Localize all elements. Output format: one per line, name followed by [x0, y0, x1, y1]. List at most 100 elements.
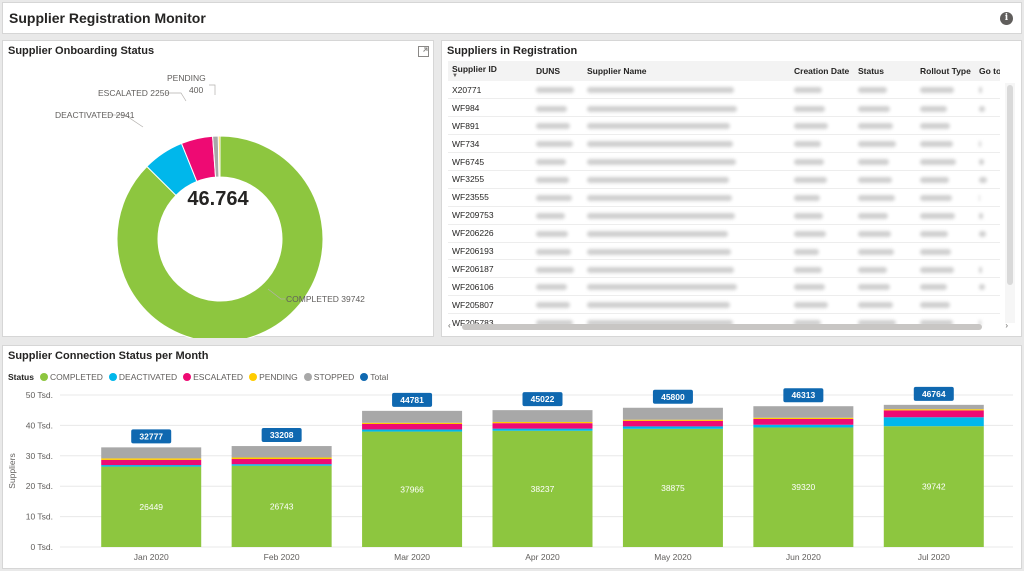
- table-row[interactable]: WF984: [448, 98, 1000, 118]
- bar-segment-pending[interactable]: [883, 409, 984, 411]
- legend-item-total[interactable]: Total: [360, 372, 388, 382]
- bar-segment-deactivated[interactable]: [231, 464, 332, 466]
- x-tick-label: Feb 2020: [264, 552, 300, 562]
- y-tick-label: 50 Tsd.: [26, 390, 53, 400]
- bar-segment-pending[interactable]: [622, 419, 723, 421]
- table-row[interactable]: WF205807: [448, 295, 1000, 315]
- cell-redacted: [854, 295, 916, 315]
- legend-dot: [183, 373, 192, 381]
- bar-segment-stopped[interactable]: [101, 447, 202, 459]
- col-header-duns[interactable]: DUNS: [532, 61, 583, 81]
- bar-segment-pending[interactable]: [362, 422, 463, 424]
- col-header-rollout-type[interactable]: Rollout Type: [916, 61, 975, 81]
- bar-segment-stopped[interactable]: [362, 410, 463, 423]
- bar-segment-deactivated[interactable]: [362, 429, 463, 432]
- table-row[interactable]: WF206187: [448, 259, 1000, 279]
- legend-item-pending[interactable]: PENDING: [249, 372, 298, 382]
- bar-segment-deactivated[interactable]: [883, 417, 984, 427]
- table-row[interactable]: WF206193: [448, 242, 1000, 261]
- bar-segment-escalated[interactable]: [753, 418, 854, 425]
- bar-segment-stopped[interactable]: [622, 407, 723, 420]
- vertical-scrollbar[interactable]: [1005, 83, 1015, 323]
- expand-icon[interactable]: [418, 46, 429, 57]
- table-row[interactable]: WF206106: [448, 277, 1000, 297]
- leader-escalated: [165, 92, 187, 102]
- cell-redacted: [916, 134, 975, 154]
- legend-item-escalated[interactable]: ESCALATED: [183, 372, 243, 382]
- info-icon[interactable]: i: [1000, 12, 1013, 25]
- table-row[interactable]: WF209753: [448, 206, 1000, 225]
- bar-segment-completed[interactable]: [753, 427, 854, 547]
- table-row[interactable]: WF3255: [448, 170, 1000, 189]
- bar-segment-completed[interactable]: [492, 430, 593, 547]
- donut-slice-pending_sliver[interactable]: [217, 135, 221, 178]
- total-label: 33208: [270, 430, 294, 440]
- bar-segment-pending[interactable]: [231, 457, 332, 460]
- legend-item-completed[interactable]: COMPLETED: [39, 372, 103, 382]
- bar-segment-escalated[interactable]: [622, 420, 723, 427]
- x-tick-label: Jul 2020: [918, 552, 950, 562]
- bar-segment-pending[interactable]: [753, 417, 854, 419]
- table-row[interactable]: WF891: [448, 116, 1000, 136]
- label-completed: COMPLETED 39742: [286, 294, 365, 304]
- bar-segment-completed[interactable]: [231, 465, 332, 547]
- legend-item-stopped[interactable]: STOPPED: [303, 372, 354, 382]
- scroll-left-icon[interactable]: ‹: [448, 321, 451, 330]
- x-tick-label: Jun 2020: [786, 552, 821, 562]
- col-header-go-to[interactable]: Go to R: [975, 61, 1000, 81]
- bar-segment-stopped[interactable]: [753, 406, 854, 418]
- bar-segment-deactivated[interactable]: [492, 428, 593, 431]
- table-row[interactable]: WF23555: [448, 188, 1000, 207]
- bar-segment-pending[interactable]: [101, 458, 202, 460]
- cell-redacted: [790, 295, 854, 315]
- table-row[interactable]: WF734: [448, 134, 1000, 154]
- legend-dot: [39, 373, 48, 381]
- legend-dot: [249, 373, 258, 381]
- total-label: 46764: [922, 389, 946, 399]
- sort-down-icon[interactable]: ▼: [452, 73, 458, 79]
- bar-segment-stopped[interactable]: [883, 404, 984, 410]
- cell-redacted: [583, 188, 790, 207]
- bar-segment-escalated[interactable]: [231, 459, 332, 465]
- bar-segment-deactivated[interactable]: [101, 465, 202, 467]
- bar-segment-completed[interactable]: [101, 466, 202, 547]
- col-header-status[interactable]: Status: [854, 61, 916, 81]
- table-row[interactable]: WF6745: [448, 152, 1000, 171]
- bar-segment-escalated[interactable]: [883, 410, 984, 418]
- bar-segment-escalated[interactable]: [492, 423, 593, 429]
- table-row[interactable]: WF206226: [448, 224, 1000, 243]
- leader-pending: [209, 84, 216, 95]
- bar-segment-completed[interactable]: [883, 426, 984, 547]
- bar-segment-pending[interactable]: [492, 421, 593, 424]
- bar-segment-deactivated[interactable]: [753, 424, 854, 428]
- horizontal-scrollbar[interactable]: ‹ ›: [448, 321, 1008, 332]
- bar-segment-deactivated[interactable]: [622, 426, 723, 429]
- bar-segment-completed[interactable]: [622, 428, 723, 547]
- donut-chart: 46.764 COMPLETED 39742 DEACTIVATED 2941 …: [55, 73, 365, 338]
- cell-supplier-id: WF23555: [448, 188, 532, 207]
- bar-segment-completed[interactable]: [362, 431, 463, 547]
- bar-segment-escalated[interactable]: [101, 459, 202, 466]
- legend-label: DEACTIVATED: [118, 372, 178, 382]
- col-header-supplier-id[interactable]: Supplier ID ▼: [448, 61, 532, 81]
- cell-redacted: [975, 242, 1000, 261]
- col-header-supplier-name[interactable]: Supplier Name: [583, 61, 790, 81]
- bar-value-label: 38875: [661, 483, 685, 493]
- cell-redacted: [975, 295, 1000, 315]
- scroll-right-icon[interactable]: ›: [1005, 321, 1008, 330]
- donut-slice-completed[interactable]: [116, 135, 324, 338]
- bar-segment-stopped[interactable]: [492, 410, 593, 422]
- label-escalated: ESCALATED 2250: [98, 88, 169, 98]
- col-header-creation-date[interactable]: Creation Date: [790, 61, 854, 81]
- bar-segment-stopped[interactable]: [231, 446, 332, 458]
- y-tick-label: 30 Tsd.: [26, 451, 53, 461]
- cell-redacted: [975, 224, 1000, 243]
- chart-legend: Status COMPLETED DEACTIVATED ESCALATED PEND…: [8, 372, 391, 382]
- legend-item-deactivated[interactable]: DEACTIVATED: [108, 372, 178, 382]
- bar-segment-escalated[interactable]: [362, 423, 463, 430]
- cell-redacted: [854, 188, 916, 207]
- total-label: 45800: [661, 392, 685, 402]
- cell-redacted: [975, 206, 1000, 225]
- table-row[interactable]: X20771: [448, 81, 1000, 100]
- cell-redacted: [854, 134, 916, 154]
